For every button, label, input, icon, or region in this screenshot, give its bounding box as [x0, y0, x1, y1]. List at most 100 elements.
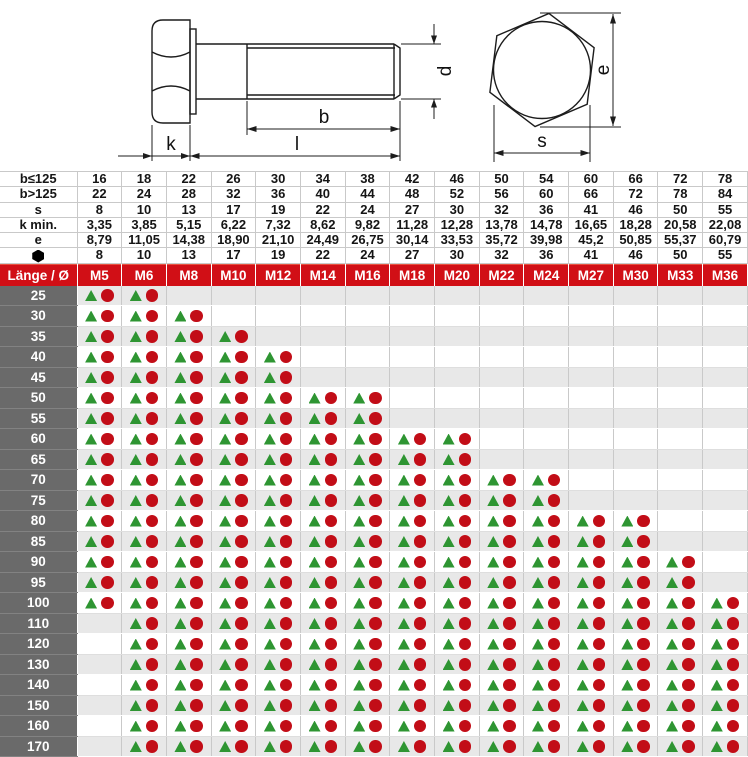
- availability-cell: [300, 408, 346, 430]
- symbol-pair: [531, 555, 561, 569]
- circle-icon: [413, 678, 427, 692]
- availability-cell: [121, 346, 167, 368]
- availability-cell: [657, 326, 704, 348]
- circle-icon: [324, 535, 338, 548]
- availability-cell: [523, 490, 570, 512]
- triangle-icon: [129, 331, 142, 343]
- circle-icon: [503, 719, 516, 733]
- triangle-icon: [85, 515, 98, 527]
- hex-head-view: [489, 12, 595, 128]
- availability-cell: [300, 654, 346, 676]
- availability-cell: [77, 510, 123, 532]
- circle-icon: [369, 617, 382, 630]
- symbol-pair: [129, 473, 159, 487]
- availability-cell: [166, 326, 212, 348]
- availability-cell: [568, 551, 614, 573]
- circle-icon: [145, 637, 159, 651]
- triangle-icon: [487, 638, 500, 650]
- availability-cell: [613, 408, 659, 430]
- availability-cell: [211, 490, 257, 512]
- triangle-icon: [397, 536, 410, 548]
- triangle-icon: [263, 372, 276, 384]
- column-header-m30: M30: [613, 263, 659, 286]
- hex-dimension-lines: [493, 12, 621, 162]
- symbol-pair: [308, 453, 338, 466]
- availability-cell: [613, 654, 659, 676]
- circle-icon: [324, 391, 338, 405]
- matrix-row: 25: [0, 285, 748, 307]
- symbol-pair: [219, 658, 248, 671]
- availability-cell: [211, 326, 257, 348]
- availability-cell: [613, 695, 659, 717]
- circle-icon: [101, 350, 114, 364]
- circle-icon: [726, 678, 740, 692]
- circle-icon: [190, 699, 203, 712]
- circle-icon: [145, 309, 159, 323]
- availability-cell: [657, 551, 704, 573]
- dims-table: b≤125 16 18 22 26 30 34 38 42 46 50 54 60 66 72 78 b>125…: [0, 170, 748, 264]
- triangle-icon: [263, 495, 276, 507]
- triangle-icon: [442, 597, 455, 609]
- dims-value: 41: [568, 247, 614, 264]
- symbol-pair: [666, 596, 695, 610]
- triangle-icon: [442, 700, 455, 712]
- triangle-icon: [666, 741, 679, 753]
- circle-icon: [369, 596, 382, 610]
- triangle-icon: [174, 618, 187, 630]
- triangle-icon: [397, 597, 410, 609]
- dims-value: 54: [523, 170, 570, 188]
- circle-icon: [190, 617, 203, 630]
- availability-cell: [568, 285, 614, 307]
- symbol-pair: [174, 617, 203, 630]
- triangle-icon: [308, 392, 321, 404]
- symbol-pair: [174, 658, 203, 671]
- circle-icon: [637, 699, 650, 712]
- circle-icon: [279, 494, 293, 507]
- availability-cell: [121, 715, 167, 737]
- dims-row: k min. 3,35 3,85 5,15 6,22 7,32 8,62 9,82 11,28 1…: [0, 216, 748, 234]
- availability-cell: [702, 346, 748, 368]
- availability-cell: [702, 654, 748, 676]
- triangle-icon: [85, 290, 98, 302]
- symbol-pair: [308, 473, 338, 487]
- availability-cell: [300, 572, 346, 594]
- availability-cell: [389, 469, 435, 491]
- triangle-icon: [576, 618, 589, 630]
- availability-cell: [389, 715, 435, 737]
- circle-icon: [145, 432, 159, 446]
- symbol-pair: [85, 576, 114, 589]
- triangle-icon: [219, 597, 232, 609]
- triangle-icon: [531, 679, 544, 691]
- circle-icon: [279, 453, 293, 466]
- circle-icon: [101, 432, 114, 446]
- symbol-pair: [353, 617, 382, 630]
- triangle-icon: [397, 679, 410, 691]
- triangle-icon: [219, 720, 232, 732]
- symbol-pair: [666, 719, 695, 733]
- circle-icon: [279, 678, 293, 692]
- circle-icon: [682, 740, 695, 753]
- symbol-pair: [219, 617, 248, 630]
- triangle-icon: [710, 741, 723, 753]
- availability-cell: [389, 613, 435, 635]
- availability-cell: [657, 305, 704, 327]
- availability-cell: [121, 674, 167, 696]
- symbol-pair: [174, 391, 203, 405]
- availability-cell: [300, 551, 346, 573]
- circle-icon: [324, 637, 338, 651]
- symbol-pair: [666, 637, 695, 651]
- triangle-icon: [219, 679, 232, 691]
- symbol-pair: [576, 658, 606, 671]
- availability-cell: [255, 428, 301, 450]
- availability-cell: [166, 490, 212, 512]
- triangle-icon: [308, 741, 321, 753]
- triangle-icon: [576, 741, 589, 753]
- circle-icon: [101, 535, 114, 548]
- availability-cell: [479, 387, 525, 409]
- circle-icon: [235, 555, 248, 569]
- dims-value: 52: [434, 186, 480, 203]
- triangle-icon: [263, 638, 276, 650]
- circle-icon: [637, 740, 650, 753]
- dims-row-label: s: [0, 201, 78, 218]
- triangle-icon: [85, 331, 98, 343]
